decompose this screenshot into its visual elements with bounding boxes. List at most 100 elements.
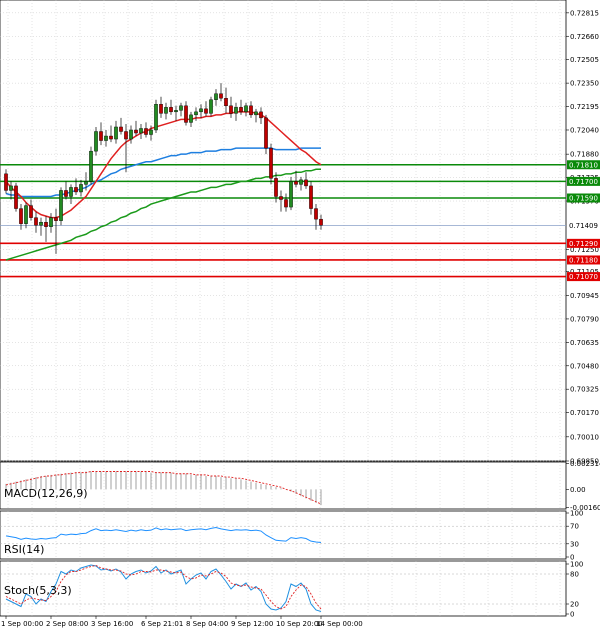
candle-body <box>299 179 303 185</box>
macd-title: MACD(12,26,9) <box>4 487 88 500</box>
candle-body <box>34 217 38 226</box>
y-tick-label: 0.72040 <box>570 126 599 134</box>
candle-body <box>69 187 73 197</box>
candle-body <box>239 107 243 113</box>
y-tick-label: 100 <box>570 561 583 569</box>
candle-body <box>199 108 203 113</box>
y-tick-label: 20 <box>570 601 579 609</box>
candle-body <box>174 110 178 113</box>
candle-body <box>89 150 93 182</box>
candle-body <box>189 114 193 123</box>
resistance-tag-bg <box>567 193 600 203</box>
current-price-tag: 0.71409 <box>569 222 598 230</box>
candle-body <box>194 111 198 116</box>
candle-body <box>99 131 103 141</box>
y-tick-label: 30 <box>570 540 579 548</box>
y-tick-label: 0.70945 <box>570 292 599 300</box>
candle-body <box>259 111 263 119</box>
y-tick-label: 0 <box>570 554 574 562</box>
stoch-pane: 100 80 20 0 Stoch(5,3,3) <box>0 561 583 619</box>
candle-body <box>169 107 173 113</box>
candle-body <box>14 185 18 209</box>
candle-body <box>24 205 28 224</box>
candle-body <box>104 135 108 141</box>
y-tick-label: 0.72815 <box>570 9 599 17</box>
candle-body <box>79 184 83 193</box>
stoch-d-line <box>5 565 322 610</box>
candle-body <box>59 190 63 221</box>
candle-body <box>64 190 68 197</box>
candle-body <box>9 185 13 191</box>
x-tick-label: 8 Sep 04:00 <box>186 620 228 628</box>
candle-body <box>109 135 113 140</box>
candle-body <box>284 199 288 208</box>
candle-body <box>149 129 153 135</box>
candle-body <box>84 181 88 185</box>
x-tick-label: 9 Sep 12:00 <box>231 620 273 628</box>
y-tick-label: 0.70635 <box>570 339 599 347</box>
y-tick-label: 0.69850 <box>570 458 599 466</box>
support-tag-bg <box>567 255 600 265</box>
current-price-tag-bg <box>567 220 600 230</box>
candle-body <box>49 217 53 227</box>
y-tick-label: 0.002314 <box>570 460 600 468</box>
rsi-line <box>5 527 322 543</box>
candle-body <box>119 126 123 132</box>
support-tag: 0.71290 <box>569 240 598 248</box>
candle-body <box>4 173 8 191</box>
candle-body <box>244 105 248 113</box>
y-tick-label: 70 <box>570 523 579 531</box>
x-tick-label: 10 Sep 20:00 <box>276 620 323 628</box>
support-tag: 0.71070 <box>569 273 598 281</box>
candle-body <box>269 147 273 179</box>
rsi-title: RSI(14) <box>4 543 44 556</box>
y-tick-label: 0.70480 <box>570 362 599 370</box>
candle-body <box>264 117 268 149</box>
support-tag-bg <box>567 272 600 282</box>
candle-body <box>159 104 163 114</box>
y-tick-label: -0.001602 <box>570 504 600 512</box>
candle-body <box>249 105 253 116</box>
candle-body <box>304 179 308 187</box>
stoch-k-line <box>5 564 322 612</box>
candle-body <box>114 126 118 140</box>
y-tick-label: 0.72505 <box>570 56 599 64</box>
candle-body <box>154 104 158 131</box>
resistance-tag: 0.71700 <box>569 178 598 186</box>
macd-pane: 0.002314 0.00 -0.001602 MACD(12,26,9) <box>0 460 600 512</box>
candle-body <box>94 131 98 152</box>
candle-body <box>224 98 228 107</box>
y-tick-label: 80 <box>570 571 579 579</box>
candle-body <box>39 221 43 226</box>
macd-signal-line <box>5 471 322 505</box>
candle-body <box>19 208 23 224</box>
candle-body <box>319 218 323 226</box>
y-tick-label: 0.70790 <box>570 315 599 323</box>
support-tag: 0.71180 <box>569 256 598 264</box>
y-tick-label: 0.71250 <box>570 246 599 254</box>
candle-body <box>144 128 148 135</box>
resistance-tag: 0.71590 <box>569 195 598 203</box>
sma-green-line <box>5 168 321 261</box>
x-tick-label: 6 Sep 21:01 <box>141 620 183 628</box>
y-tick-label: 0.70170 <box>570 409 599 417</box>
candle-body <box>219 93 223 99</box>
y-tick-label: 0.71880 <box>570 151 599 159</box>
candle-body <box>214 93 218 100</box>
candle-body <box>184 105 188 123</box>
y-tick-label: 0.70325 <box>570 386 599 394</box>
y-tick-label: 0.72660 <box>570 33 599 41</box>
candle-body <box>74 187 78 193</box>
x-tick-label: 2 Sep 08:00 <box>46 620 88 628</box>
y-tick-label: 0.71105 <box>570 268 599 276</box>
candle-body <box>314 208 318 220</box>
price-pane: 0.72815 0.72660 0.72505 0.72350 0.72195 0.720… <box>0 0 600 466</box>
x-tick-label: 1 Sep 00:00 <box>1 620 43 628</box>
candle-body <box>179 105 183 111</box>
candle-body <box>204 108 208 114</box>
candle-body <box>294 181 298 185</box>
candle-body <box>274 178 278 197</box>
candle-body <box>54 217 58 221</box>
candle-body <box>229 105 233 114</box>
